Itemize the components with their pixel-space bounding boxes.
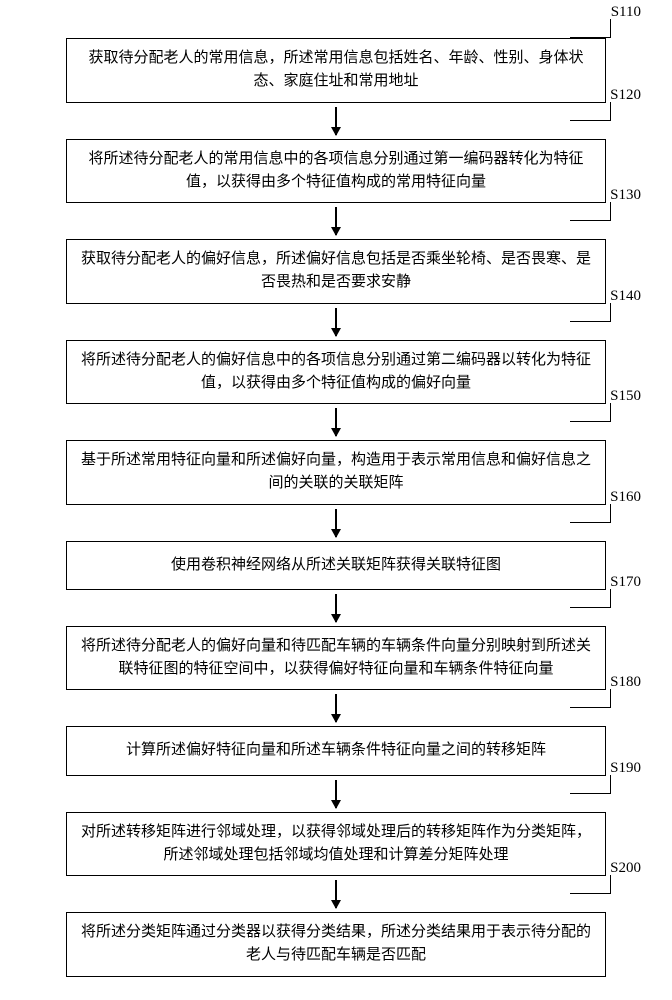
leader-line	[570, 303, 611, 322]
flowchart-step: 将所述分类矩阵通过分类器以获得分类结果，所述分类结果用于表示待分配的老人与待匹配…	[41, 912, 631, 977]
leader-line	[570, 202, 611, 221]
connector: S140	[41, 304, 631, 340]
flowchart: S110 获取待分配老人的常用信息，所述常用信息包括姓名、年龄、性别、身体状态、…	[41, 20, 631, 977]
arrow	[335, 308, 337, 336]
connector: S130	[41, 203, 631, 239]
step-box: 将所述待分配老人的常用信息中的各项信息分别通过第一编码器转化为特征值，以获得由多…	[66, 139, 606, 204]
leader-line	[570, 102, 611, 121]
step-label: S110	[611, 4, 641, 21]
step-label: S130	[610, 187, 641, 204]
flowchart-step: 基于所述常用特征向量和所述偏好向量，构造用于表示常用信息和偏好信息之间的关联的关…	[41, 440, 631, 505]
step-label: S150	[610, 388, 641, 405]
connector: S170	[41, 590, 631, 626]
flowchart-step: 将所述待分配老人的偏好向量和待匹配车辆的车辆条件向量分别映射到所述关联特征图的特…	[41, 626, 631, 691]
step-box: 计算所述偏好特征向量和所述车辆条件特征向量之间的转移矩阵	[66, 726, 606, 775]
step-label: S120	[610, 87, 641, 104]
connector: S180	[41, 690, 631, 726]
leader-line	[570, 875, 611, 894]
leader-line	[570, 689, 611, 708]
connector: S150	[41, 404, 631, 440]
connector: S120	[41, 103, 631, 139]
step-box: 使用卷积神经网络从所述关联矩阵获得关联特征图	[66, 541, 606, 590]
arrow	[335, 880, 337, 908]
connector: S160	[41, 505, 631, 541]
flowchart-step: 对所述转移矩阵进行邻域处理，以获得邻域处理后的转移矩阵作为分类矩阵，所述邻域处理…	[41, 812, 631, 877]
step-box: 获取待分配老人的偏好信息，所述偏好信息包括是否乘坐轮椅、是否畏寒、是否畏热和是否…	[66, 239, 606, 304]
leader-line	[570, 504, 611, 523]
arrow	[335, 207, 337, 235]
flowchart-step: 将所述待分配老人的偏好信息中的各项信息分别通过第二编码器以转化为特征值，以获得由…	[41, 340, 631, 405]
step-box: 基于所述常用特征向量和所述偏好向量，构造用于表示常用信息和偏好信息之间的关联的关…	[66, 440, 606, 505]
leader-line	[570, 775, 611, 794]
step-label: S180	[610, 674, 641, 691]
leader-line	[570, 19, 611, 38]
arrow	[335, 780, 337, 808]
step-box: 获取待分配老人的常用信息，所述常用信息包括姓名、年龄、性别、身体状态、家庭住址和…	[66, 38, 606, 103]
step-box: 将所述分类矩阵通过分类器以获得分类结果，所述分类结果用于表示待分配的老人与待匹配…	[66, 912, 606, 977]
arrow	[335, 408, 337, 436]
arrow	[335, 509, 337, 537]
step-label: S200	[610, 860, 641, 877]
step-box: 对所述转移矩阵进行邻域处理，以获得邻域处理后的转移矩阵作为分类矩阵，所述邻域处理…	[66, 812, 606, 877]
flowchart-step: 计算所述偏好特征向量和所述车辆条件特征向量之间的转移矩阵	[41, 726, 631, 775]
connector: S190	[41, 776, 631, 812]
flowchart-step: 获取待分配老人的常用信息，所述常用信息包括姓名、年龄、性别、身体状态、家庭住址和…	[41, 38, 631, 103]
connector: S200	[41, 876, 631, 912]
flowchart-step: 使用卷积神经网络从所述关联矩阵获得关联特征图	[41, 541, 631, 590]
arrow	[335, 107, 337, 135]
leader-line	[570, 589, 611, 608]
step-box: 将所述待分配老人的偏好向量和待匹配车辆的车辆条件向量分别映射到所述关联特征图的特…	[66, 626, 606, 691]
arrow	[335, 694, 337, 722]
step-label: S140	[610, 288, 641, 305]
leader-row: S110	[41, 20, 631, 38]
leader-line	[570, 403, 611, 422]
flowchart-step: 获取待分配老人的偏好信息，所述偏好信息包括是否乘坐轮椅、是否畏寒、是否畏热和是否…	[41, 239, 631, 304]
step-label: S170	[610, 574, 641, 591]
step-label: S160	[610, 489, 641, 506]
flowchart-step: 将所述待分配老人的常用信息中的各项信息分别通过第一编码器转化为特征值，以获得由多…	[41, 139, 631, 204]
step-label: S190	[610, 760, 641, 777]
arrow	[335, 594, 337, 622]
step-box: 将所述待分配老人的偏好信息中的各项信息分别通过第二编码器以转化为特征值，以获得由…	[66, 340, 606, 405]
